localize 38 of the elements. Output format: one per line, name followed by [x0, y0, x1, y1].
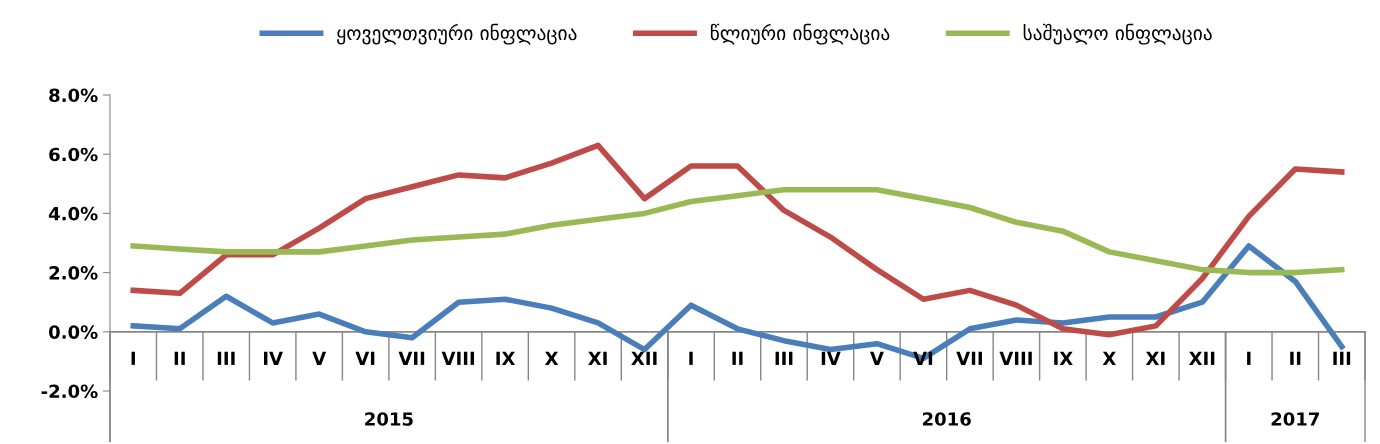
x-tick-label: VIII: [441, 351, 475, 365]
y-tick-label: 0.0%: [48, 325, 98, 339]
x-tick-label: X: [544, 351, 559, 365]
x-tick-label: VII: [956, 351, 982, 365]
x-tick-label: XII: [631, 351, 657, 365]
text: 2016: [922, 412, 971, 426]
x-tick-label: I: [131, 351, 135, 365]
x-tick-label: VII: [398, 351, 425, 365]
x-tick-label: IX: [496, 351, 516, 365]
x-tick-label: V: [312, 351, 327, 365]
x-tick-label: X: [1102, 351, 1116, 365]
legend-label: საშუალო ინფლაცია: [1023, 23, 1212, 45]
x-tick-label: II: [732, 351, 743, 365]
x-tick-label: II: [1290, 351, 1301, 365]
x-tick-label: XI: [588, 351, 607, 365]
x-tick-label: V: [870, 351, 884, 365]
x-tick-label: VIII: [999, 351, 1032, 365]
y-tick-label: -2.0%: [41, 384, 98, 399]
x-tick-label: IV: [264, 351, 283, 365]
text: 2017: [1271, 412, 1319, 426]
y-tick-label: 8.0%: [49, 88, 98, 103]
x-tick-label: XII: [1188, 351, 1215, 365]
text: 2015: [365, 412, 413, 426]
legend-label: ყოველთვიური ინფლაცია: [337, 23, 577, 45]
x-tick-label: I: [1247, 351, 1251, 365]
y-tick-label: 4.0%: [48, 206, 98, 221]
x-tick-label: I: [689, 351, 693, 365]
x-tick-label: II: [174, 351, 185, 365]
x-tick-label: III: [775, 351, 793, 365]
x-tick-label: III: [217, 351, 235, 365]
x-tick-label: XI: [1145, 351, 1165, 365]
y-tick-label: 2.0%: [49, 266, 98, 280]
x-tick-label: IX: [1054, 351, 1073, 365]
y-tick-label: 6.0%: [49, 147, 98, 162]
legend-label: წლიური ინფლაცია: [710, 23, 890, 45]
x-tick-label: IV: [821, 351, 841, 365]
x-tick-label: VI: [355, 351, 375, 365]
x-tick-label: III: [1333, 351, 1351, 365]
